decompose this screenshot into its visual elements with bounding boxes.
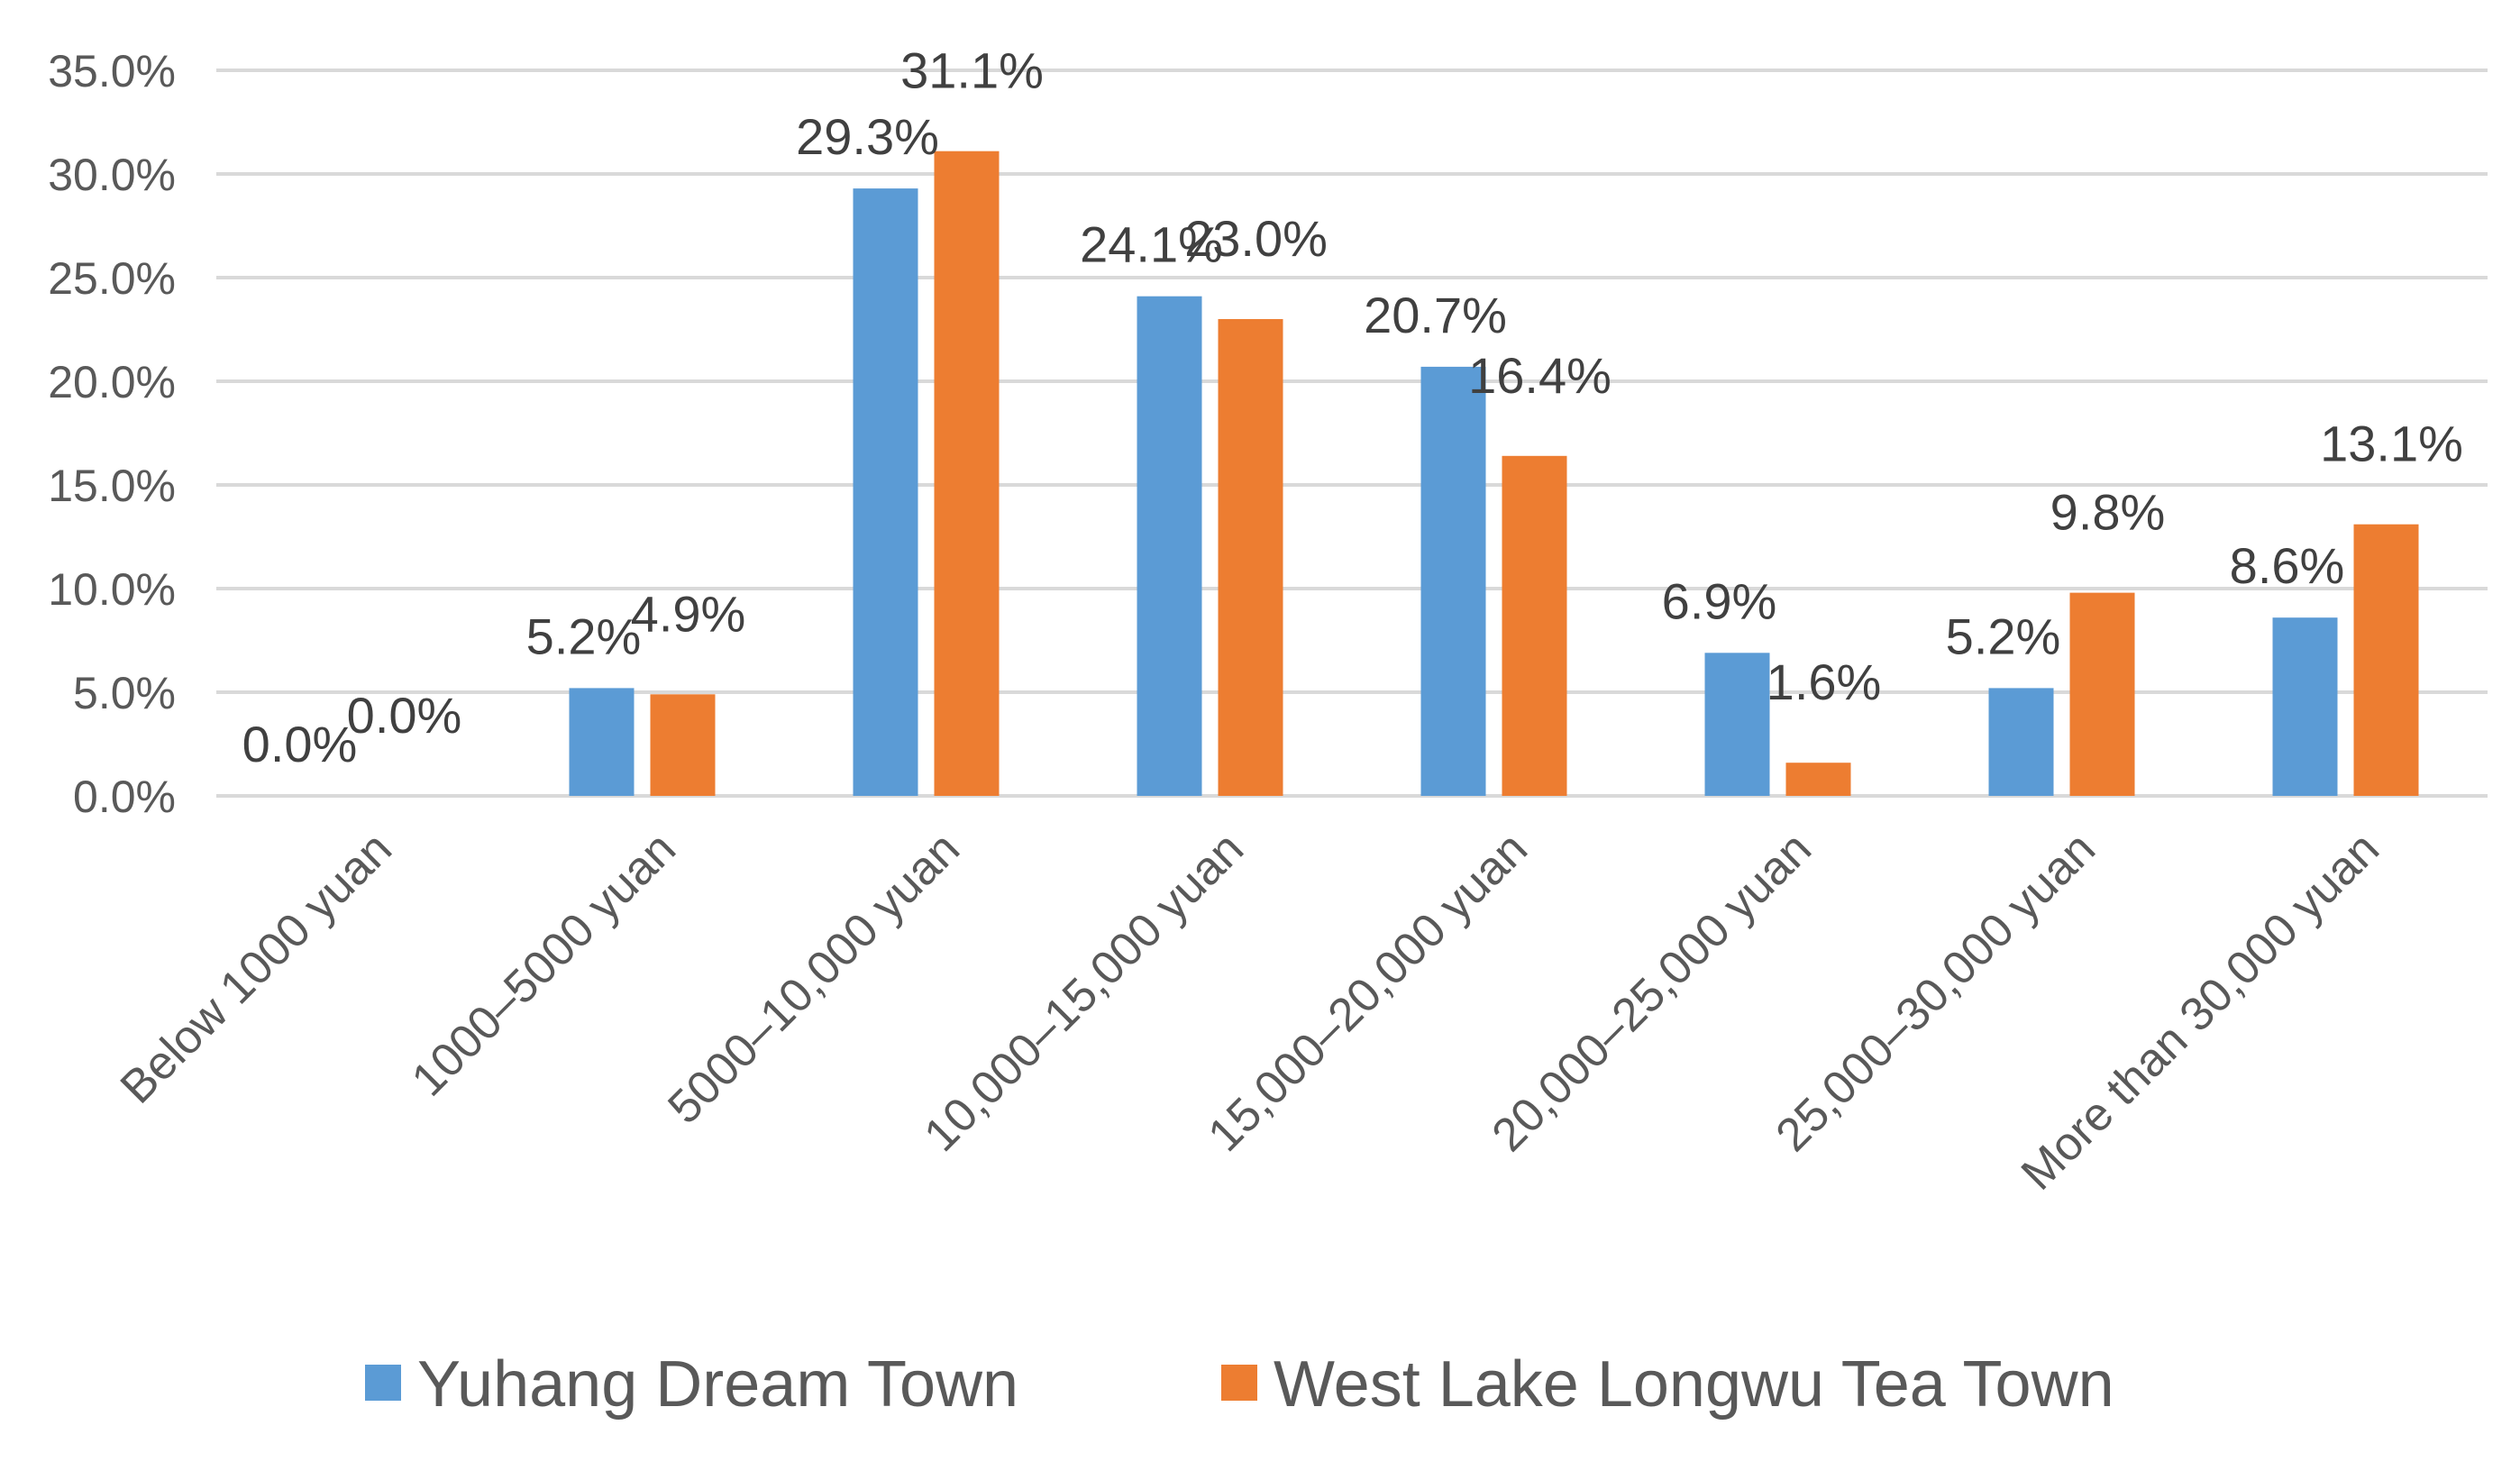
data-label: 0.0% <box>347 687 462 744</box>
y-tick-label: 5.0% <box>73 668 176 718</box>
legend-swatch <box>365 1365 401 1401</box>
data-label: 5.2% <box>1946 608 2061 664</box>
data-label: 24.1% <box>1080 216 1223 273</box>
y-tick-label: 10.0% <box>48 564 176 615</box>
bar-west-lake-7 <box>2353 524 2419 796</box>
bar-yuhang-2 <box>853 188 918 797</box>
x-axis-tick-labels: Below 1000 yuan 1000–5000 yuan5000–10,000… <box>111 822 2389 1200</box>
legend-label: West Lake Longwu Tea Town <box>1274 1348 2114 1421</box>
bar-yuhang-1 <box>569 688 635 796</box>
x-tick-label: 1000–5000 yuan <box>402 822 686 1106</box>
x-tick-label: Below 1000 yuan <box>111 822 402 1113</box>
bar-west-lake-2 <box>934 151 1000 796</box>
x-tick-label: 20,000–25,000 yuan <box>1483 822 1822 1161</box>
data-label: 5.2% <box>526 608 642 664</box>
data-labels: 0.0%0.0%5.2%4.9%29.3%31.1%24.1%23.0%20.7… <box>242 42 2463 772</box>
data-label: 31.1% <box>900 42 1044 99</box>
data-label: 29.3% <box>796 108 939 165</box>
x-tick-label: 10,000–15,000 yuan <box>915 822 1254 1161</box>
gridlines <box>216 69 2488 798</box>
y-tick-label: 15.0% <box>48 461 176 511</box>
bar-yuhang-6 <box>1988 688 2054 796</box>
bar-yuhang-5 <box>1704 653 1770 796</box>
data-label: 0.0% <box>242 716 358 772</box>
y-axis-tick-labels: 0.0% 5.0% 10.0% 15.0% 20.0% 25.0% 30.0% 35.0% <box>48 46 176 822</box>
x-tick-label: 25,000–30,000 yuan <box>1767 822 2105 1161</box>
data-label: 4.9% <box>631 585 746 642</box>
data-label: 9.8% <box>2050 484 2166 541</box>
y-tick-label: 25.0% <box>48 253 176 304</box>
bar-yuhang-7 <box>2272 617 2338 796</box>
legend-label: Yuhang Dream Town <box>417 1348 1018 1421</box>
bars <box>569 151 2419 797</box>
bar-yuhang-3 <box>1137 296 1202 796</box>
data-label: 23.0% <box>1184 210 1328 267</box>
data-label: 20.7% <box>1364 287 1507 343</box>
legend-swatch <box>1221 1365 1257 1401</box>
bar-west-lake-1 <box>650 694 716 796</box>
bar-west-lake-6 <box>2069 592 2135 796</box>
bar-west-lake-3 <box>1218 319 1283 796</box>
y-tick-label: 0.0% <box>73 772 176 822</box>
y-tick-label: 35.0% <box>48 46 176 96</box>
bar-yuhang-4 <box>1420 366 1486 796</box>
data-label: 6.9% <box>1662 572 1777 629</box>
data-label: 16.4% <box>1468 347 1612 404</box>
x-tick-label: 15,000–20,000 yuan <box>1199 822 1538 1161</box>
data-label: 8.6% <box>2230 537 2345 594</box>
y-tick-label: 20.0% <box>48 357 176 407</box>
data-label: 1.6% <box>1767 653 1882 710</box>
bar-west-lake-4 <box>1502 455 1567 796</box>
x-tick-label: 5000–10,000 yuan <box>658 822 970 1134</box>
y-tick-label: 30.0% <box>48 150 176 200</box>
legend: Yuhang Dream Town West Lake Longwu Tea To… <box>365 1348 2114 1421</box>
bar-west-lake-5 <box>1785 763 1851 796</box>
data-label: 13.1% <box>2320 416 2463 472</box>
